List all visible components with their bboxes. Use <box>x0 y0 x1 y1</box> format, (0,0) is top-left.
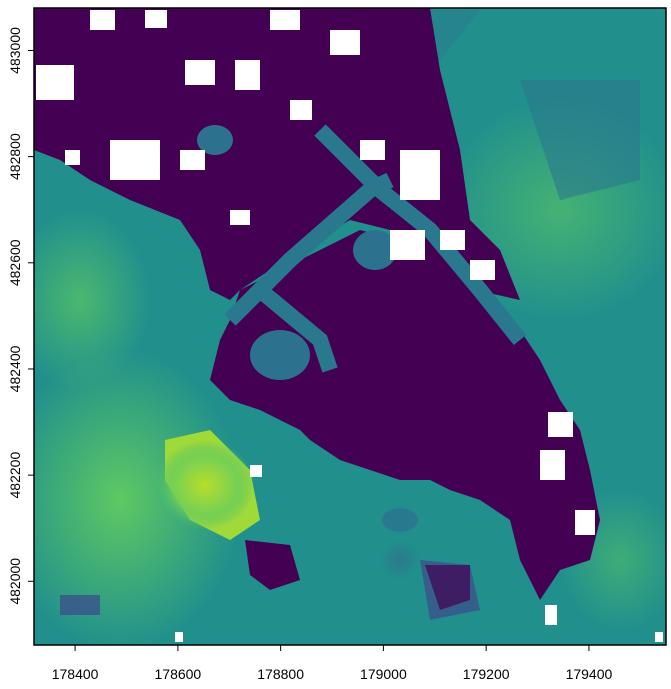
y-tick-label: 482600 <box>7 239 23 286</box>
dark-urban-north <box>34 8 520 300</box>
y-tick-label: 483000 <box>7 27 23 74</box>
map-frame <box>33 7 667 646</box>
x-tick-label: 178800 <box>257 666 304 682</box>
x-tick-label: 179000 <box>360 666 407 682</box>
y-tick-label: 482000 <box>7 558 23 605</box>
raster-image <box>34 8 666 645</box>
x-tick-label: 178600 <box>155 666 202 682</box>
y-tick-label: 482400 <box>7 345 23 392</box>
y-axis: 482000 482200 482400 482600 482800 483000 <box>7 27 34 605</box>
yellow-field <box>155 430 260 540</box>
nodata-patches <box>36 10 663 642</box>
x-tick-label: 178400 <box>52 666 99 682</box>
roads <box>224 124 527 373</box>
x-axis: 178400 178600 178800 179000 179200 179400 <box>52 645 613 682</box>
y-tick-label: 482800 <box>7 133 23 180</box>
x-tick-label: 179400 <box>566 666 613 682</box>
y-tick-label: 482200 <box>7 452 23 499</box>
x-tick-label: 179200 <box>463 666 510 682</box>
